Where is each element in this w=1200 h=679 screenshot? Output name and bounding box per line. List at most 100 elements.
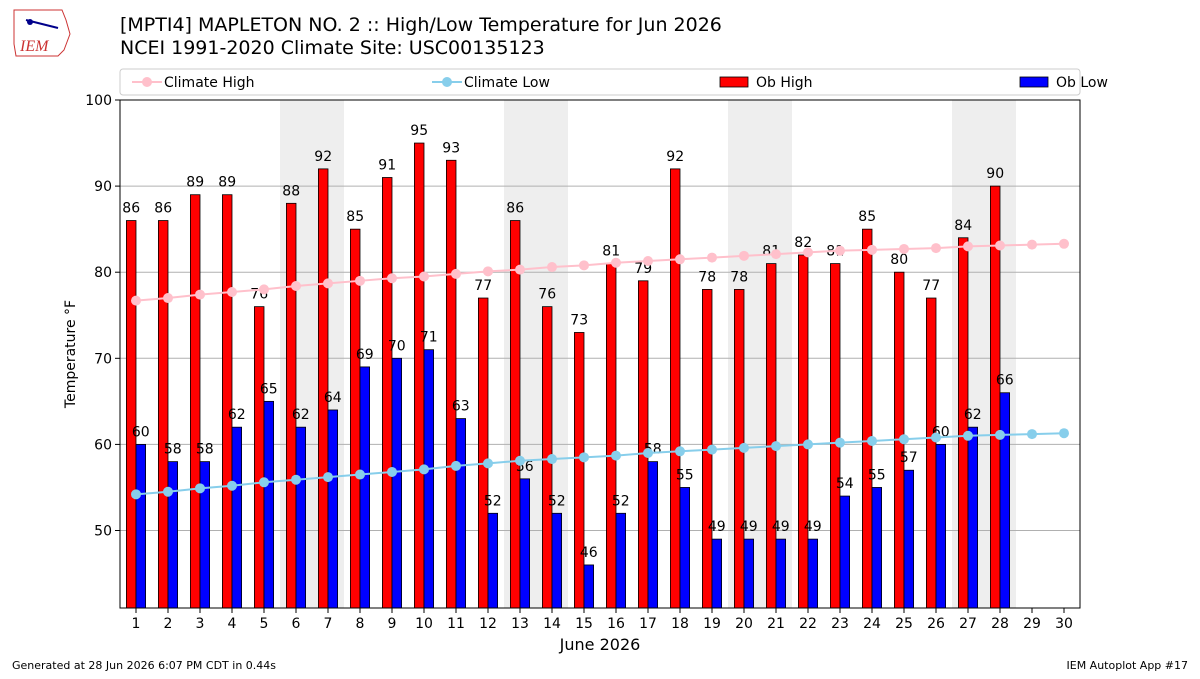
line-point [259,284,269,295]
bar [926,297,937,609]
bar [766,263,777,609]
bar [679,487,691,609]
x-tick-label: 11 [447,616,465,632]
x-tick-label: 9 [388,616,397,632]
bar [189,194,201,609]
data-label: 85 [858,209,876,225]
logo-icon [27,19,33,25]
data-label: 62 [228,407,246,423]
line-point [227,287,237,298]
bar [775,538,787,609]
logo-text: IEM [19,38,50,55]
data-label: 86 [154,201,172,217]
line-point [995,240,1005,251]
x-tick-label: 26 [927,616,945,632]
data-label: 62 [292,407,310,423]
chart-subtitle: NCEI 1991-2020 Climate Site: USC00135123 [120,37,545,59]
line-point [771,249,781,260]
data-label: 49 [772,519,790,535]
bar [285,202,297,609]
line-point [579,452,589,463]
line-point [963,241,973,252]
y-tick-label: 70 [94,351,112,367]
line-point [227,480,237,491]
bar [391,357,403,609]
data-label: 52 [548,493,566,509]
line [135,242,1065,302]
x-tick-label: 19 [703,616,721,632]
bar [413,142,425,609]
legend-label: Ob High [756,75,813,91]
line-point [451,268,461,279]
data-label: 89 [186,175,204,191]
line-point [163,293,173,304]
data-label: 76 [538,287,556,303]
line-point [163,486,173,497]
line-point [899,434,909,445]
line-point [963,430,973,441]
legend-label: Ob Low [1056,75,1108,91]
x-tick-label: 12 [479,616,497,632]
legend-marker [442,77,452,87]
line-point [451,460,461,471]
line-point [867,435,877,446]
footer-right: IEM Autoplot App #17 [1067,659,1189,672]
chart-title: [MPTI4] MAPLETON NO. 2 :: High/Low Tempe… [120,14,722,36]
y-tick-label: 80 [94,265,112,281]
bar [830,263,841,609]
x-tick-label: 16 [607,616,625,632]
x-tick-label: 28 [991,616,1009,632]
data-label: 66 [996,373,1014,389]
x-tick-label: 23 [831,616,849,632]
data-label: 85 [346,209,364,225]
data-label: 52 [612,493,630,509]
line-point [387,273,397,284]
data-label: 58 [196,442,214,458]
bar [647,461,659,609]
x-tick-label: 29 [1023,616,1041,632]
line-point [867,244,877,255]
bar [295,426,307,609]
line-point [643,256,653,267]
x-tick-label: 1 [132,616,141,632]
line-point [611,450,621,461]
line-point [579,260,589,271]
x-tick-label: 5 [260,616,269,632]
bar [871,487,883,609]
data-label: 77 [474,278,492,294]
data-label: 52 [484,493,502,509]
bar [253,306,265,609]
line-point [707,252,717,263]
line-point [643,448,653,459]
data-label: 73 [570,312,588,328]
bar [807,538,819,609]
data-label: 80 [890,252,908,268]
data-label: 69 [356,347,374,363]
plot-frame [119,99,1081,609]
data-label: 93 [442,140,460,156]
y-tick-label: 50 [94,524,112,540]
bar [445,159,457,609]
x-tick-label: 7 [324,616,333,632]
bar [519,478,531,609]
bar [221,194,233,609]
line-point [995,429,1005,440]
data-label: 77 [922,278,940,294]
logo: IEM [13,9,71,57]
legend-box [119,68,1081,96]
bar [327,409,339,609]
line-point [195,289,205,300]
data-label: 57 [900,450,918,466]
bar [157,220,169,609]
bar [839,495,851,609]
line-point [515,455,525,466]
x-tick-label: 27 [959,616,977,632]
x-tick-label: 3 [196,616,205,632]
bar [263,400,275,609]
x-tick-label: 22 [799,616,817,632]
legend-swatch [1019,76,1049,88]
bar [670,168,681,609]
line-point [195,483,205,494]
